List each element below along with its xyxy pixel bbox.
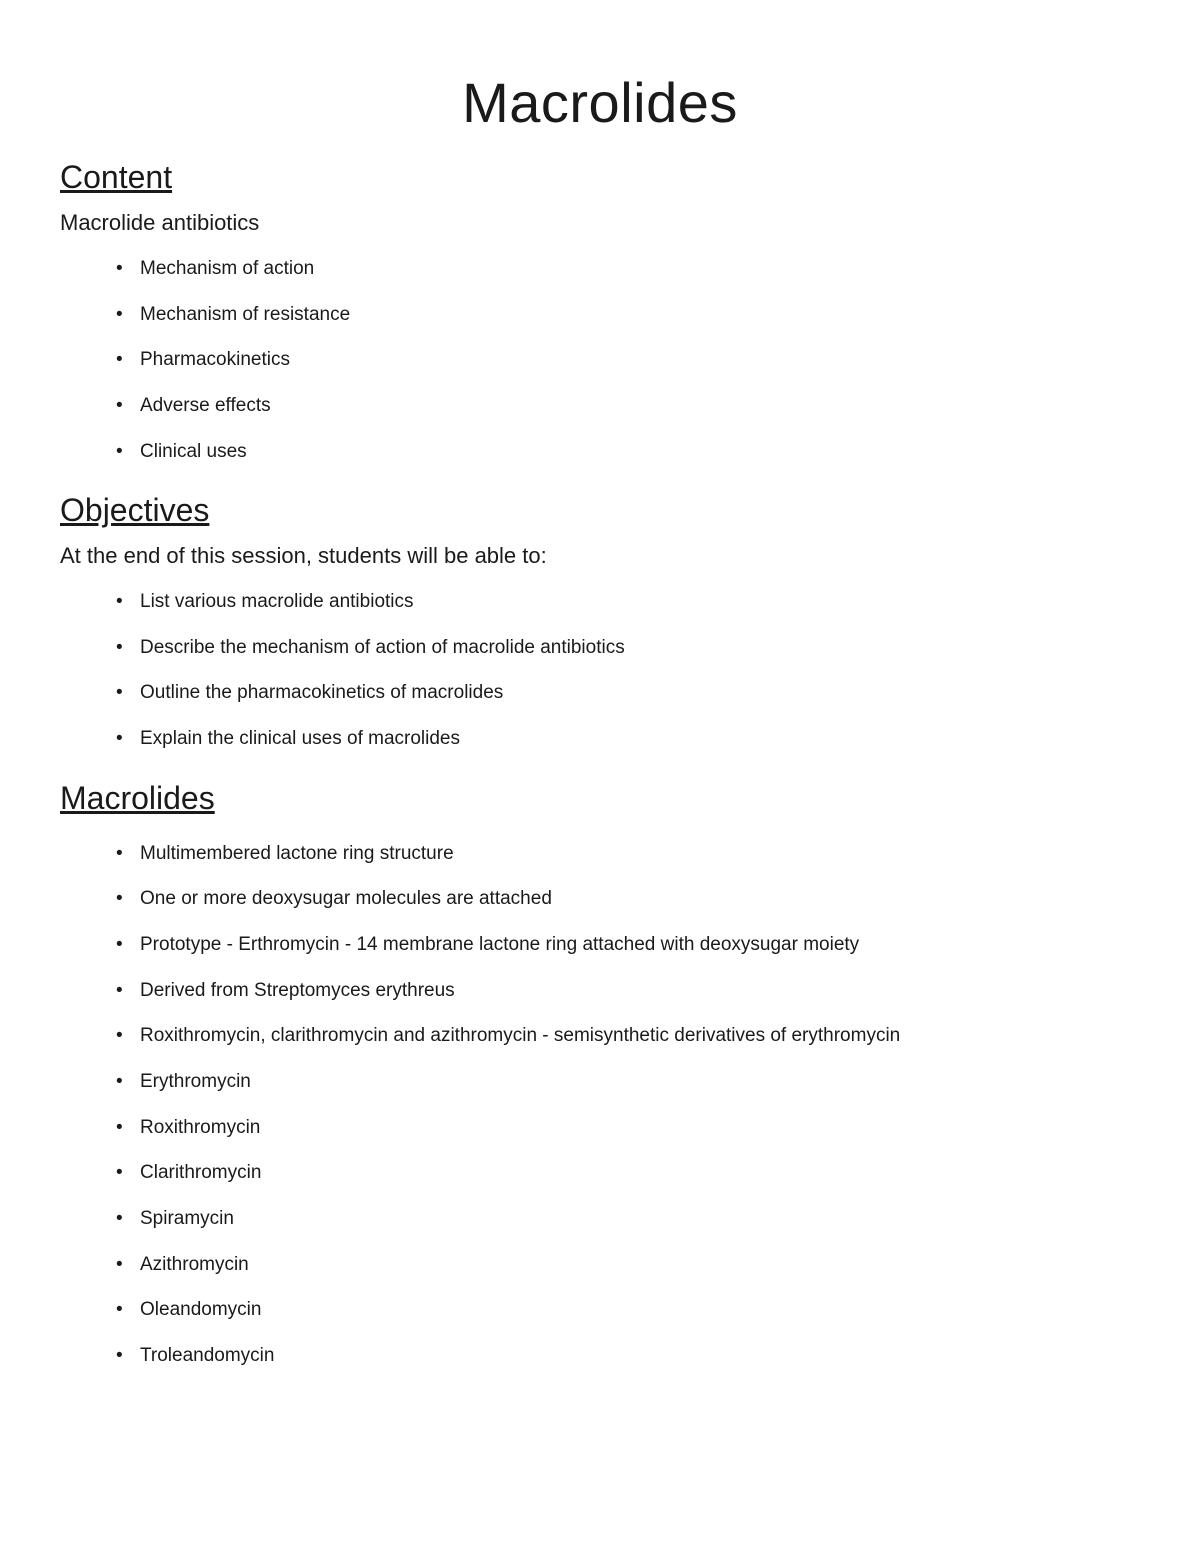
section-heading-content: Content <box>60 159 1140 196</box>
objectives-list: List various macrolide antibiotics Descr… <box>60 579 1140 762</box>
page-title: Macrolides <box>60 70 1140 135</box>
list-item: Describe the mechanism of action of macr… <box>116 625 1140 671</box>
section-heading-macrolides: Macrolides <box>60 780 1140 817</box>
list-item: Derived from Streptomyces erythreus <box>116 968 1140 1014</box>
list-item: Spiramycin <box>116 1196 1140 1242</box>
list-item: Oleandomycin <box>116 1287 1140 1333</box>
content-list: Mechanism of action Mechanism of resista… <box>60 246 1140 474</box>
list-item: Clinical uses <box>116 429 1140 475</box>
list-item: Multimembered lactone ring structure <box>116 831 1140 877</box>
list-item: Roxithromycin, clarithromycin and azithr… <box>116 1013 1140 1059</box>
content-intro: Macrolide antibiotics <box>60 210 1140 236</box>
objectives-intro: At the end of this session, students wil… <box>60 543 1140 569</box>
list-item: Roxithromycin <box>116 1105 1140 1151</box>
macrolides-list: Multimembered lactone ring structure One… <box>60 831 1140 1379</box>
document-page: Macrolides Content Macrolide antibiotics… <box>0 0 1200 1553</box>
section-heading-objectives: Objectives <box>60 492 1140 529</box>
list-item: Mechanism of resistance <box>116 292 1140 338</box>
list-item: Clarithromycin <box>116 1150 1140 1196</box>
list-item: Pharmacokinetics <box>116 337 1140 383</box>
list-item: Explain the clinical uses of macrolides <box>116 716 1140 762</box>
list-item: Prototype - Erthromycin - 14 membrane la… <box>116 922 1140 968</box>
list-item: Mechanism of action <box>116 246 1140 292</box>
list-item: One or more deoxysugar molecules are att… <box>116 876 1140 922</box>
list-item: Outline the pharmacokinetics of macrolid… <box>116 670 1140 716</box>
list-item: Azithromycin <box>116 1242 1140 1288</box>
list-item: Adverse effects <box>116 383 1140 429</box>
list-item: List various macrolide antibiotics <box>116 579 1140 625</box>
list-item: Troleandomycin <box>116 1333 1140 1379</box>
list-item: Erythromycin <box>116 1059 1140 1105</box>
